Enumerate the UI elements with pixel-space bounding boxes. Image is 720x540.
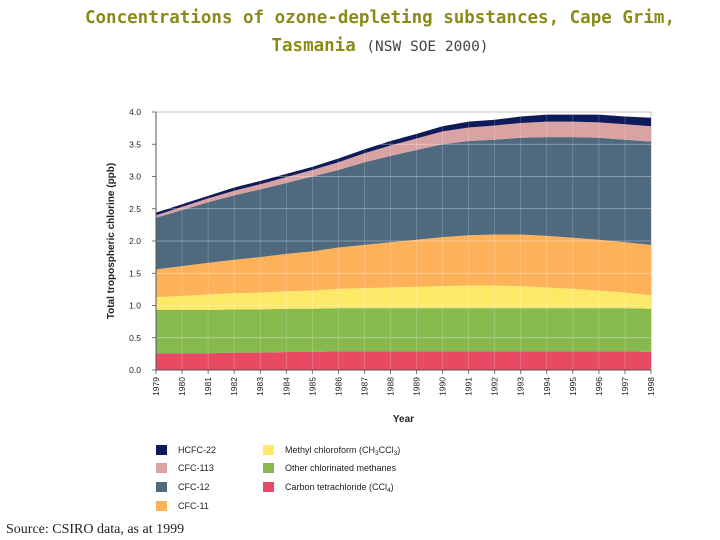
legend-label-text-2: Methyl chloroform (CH — [285, 445, 375, 455]
y-tick-label-4: 2.0 — [129, 236, 141, 246]
legend-label-part-0-0: 4 — [387, 487, 391, 494]
legend-label-4: CFC-12 — [178, 482, 210, 492]
legend-label-0: Carbon tetrachloride (CCl4) — [285, 482, 394, 494]
legend-label-2: Methyl chloroform (CH3CCl3) — [285, 445, 400, 457]
legend-swatch-6 — [156, 445, 167, 455]
x-tick-label-3: 1982 — [229, 377, 239, 396]
x-tick-label-16: 1995 — [568, 377, 578, 396]
x-tick-label-8: 1987 — [359, 377, 369, 396]
legend-swatch-2 — [263, 445, 274, 455]
area-chart: 0.0 0.5 1.0 1.5 2.0 2.5 3.0 3.5 4.0 1979 1980 1981 1… — [106, 107, 656, 511]
x-tick-label-15: 1994 — [542, 377, 552, 396]
y-tick-label-0: 0.0 — [129, 365, 141, 375]
x-tick-label-11: 1990 — [438, 377, 448, 396]
legend-label-text-5: CFC-113 — [178, 463, 214, 473]
x-tick-label-5: 1984 — [281, 377, 291, 396]
x-tick-label-7: 1986 — [333, 377, 343, 396]
legend-label-text-6: HCFC-22 — [178, 445, 216, 455]
x-tick-label-0: 1979 — [151, 377, 161, 396]
legend-swatch-4 — [156, 482, 167, 492]
x-tick-label-17: 1996 — [594, 377, 604, 396]
y-tick-label-3: 1.5 — [129, 268, 141, 278]
legend-label-text-3: CFC-11 — [178, 501, 209, 511]
x-tick-label-12: 1991 — [464, 377, 474, 396]
x-tick-label-18: 1997 — [620, 377, 630, 396]
legend-label-text-4: CFC-12 — [178, 482, 210, 492]
y-tick-label-2: 1.0 — [129, 301, 141, 311]
y-tick-label-7: 3.5 — [129, 139, 141, 149]
x-tick-label-4: 1983 — [255, 377, 265, 396]
legend-label-1: Other chlorinated methanes — [285, 463, 397, 473]
x-tick-label-2: 1981 — [203, 377, 213, 396]
area-series-4 — [156, 137, 651, 270]
x-tick-label-19: 1998 — [646, 377, 656, 396]
y-tick-label-5: 2.5 — [129, 204, 141, 214]
y-tick-label-1: 0.5 — [129, 333, 141, 343]
x-axis-title: Year — [393, 414, 414, 425]
legend-swatch-0 — [263, 482, 274, 492]
legend-label-part-2-2: 3 — [394, 450, 398, 457]
legend-label-5: CFC-113 — [178, 463, 214, 473]
legend-label-suffix-0: ) — [391, 482, 394, 492]
legend-label-text-1: Other chlorinated methanes — [285, 463, 397, 473]
legend-label-part-2-1: CCl — [379, 445, 394, 455]
x-tick-label-9: 1988 — [385, 377, 395, 396]
chart-title-line-1: Concentrations of ozone-depleting substa… — [84, 8, 675, 28]
area-series-3 — [156, 234, 651, 298]
legend-label-part-2-0: 3 — [375, 450, 379, 457]
area-series-2 — [156, 285, 651, 311]
y-tick-label-6: 3.0 — [129, 172, 141, 182]
x-tick-label-13: 1992 — [490, 377, 500, 396]
legend-label-3: CFC-11 — [178, 501, 209, 511]
chart-title: Concentrations of ozone-depleting substa… — [0, 4, 720, 61]
chart-title-source-note: (NSW SOE 2000) — [366, 39, 489, 55]
x-tick-label-14: 1993 — [516, 377, 526, 396]
area-series-0 — [156, 351, 651, 370]
x-tick-label-6: 1985 — [307, 377, 317, 396]
area-series-5 — [156, 121, 651, 218]
legend-swatch-3 — [156, 501, 167, 511]
y-axis-title: Total tropospheric chlorine (ppb) — [106, 163, 117, 319]
x-tick-label-10: 1989 — [412, 377, 422, 396]
x-tick-label-1: 1980 — [177, 377, 187, 396]
source-note: Source: CSIRO data, as at 1999 — [6, 522, 185, 537]
area-series-1 — [156, 308, 651, 354]
y-tick-label-8: 4.0 — [129, 107, 141, 117]
legend-swatch-5 — [156, 463, 167, 473]
chart-title-line-2: Tasmania (NSW SOE 2000) — [0, 32, 720, 61]
chart-title-location: Tasmania — [271, 36, 356, 56]
legend-label-suffix-2: ) — [397, 445, 400, 455]
legend-label-text-0: Carbon tetrachloride (CCl — [285, 482, 387, 492]
legend-swatch-1 — [263, 463, 274, 473]
legend-label-6: HCFC-22 — [178, 445, 216, 455]
